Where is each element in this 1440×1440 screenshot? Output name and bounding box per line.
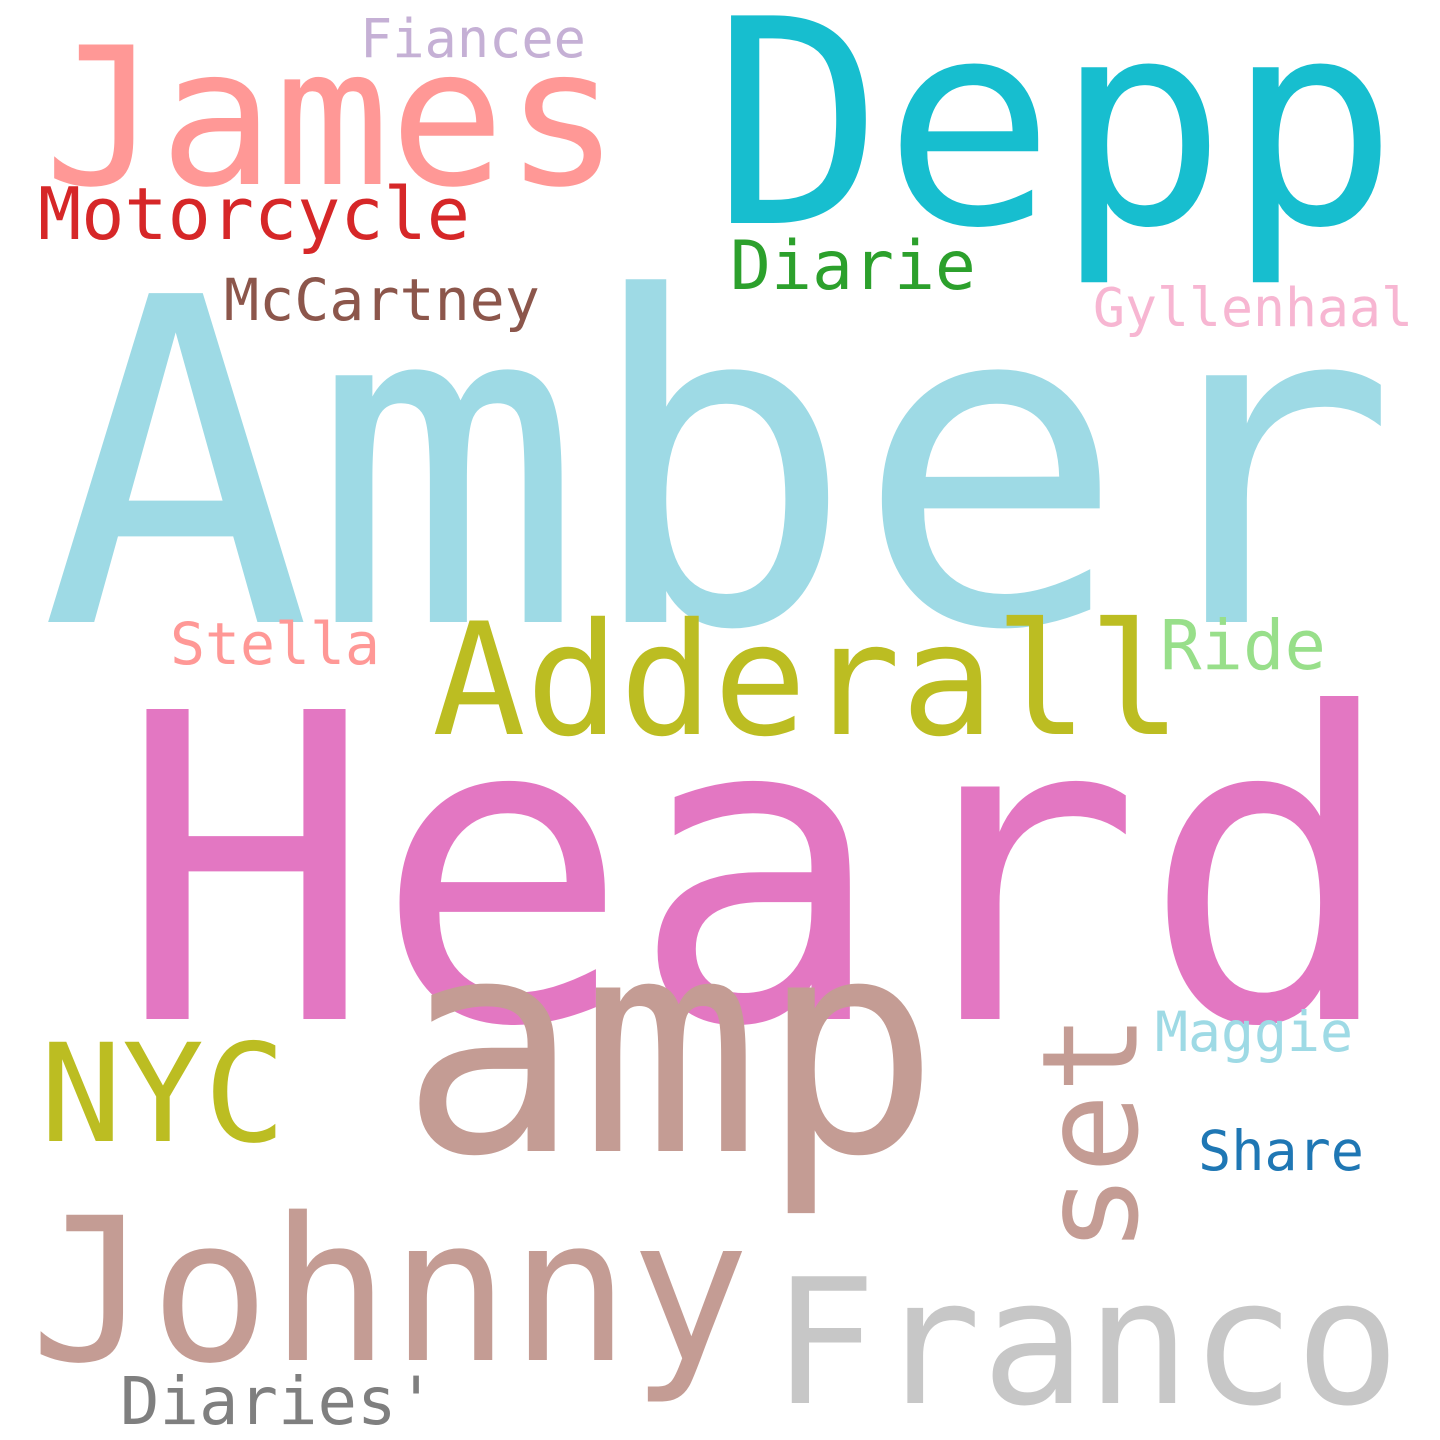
word-amber: Amber (40, 204, 1398, 730)
word-adderall: Adderall (432, 589, 1182, 772)
word-franco: Franco (772, 1241, 1400, 1440)
word-james: James (44, 6, 620, 230)
word-johnny: Johnny (30, 1175, 750, 1408)
word-nyc: NYC (40, 1016, 286, 1175)
word-diarie: Diarie (730, 226, 976, 306)
word-maggie: Maggie (1155, 1000, 1353, 1065)
word-share: Share (1198, 1119, 1364, 1184)
word-ride: Ride (1160, 605, 1326, 686)
word-fiancee: Fiancee (360, 7, 586, 71)
word-mccartney: McCartney (224, 266, 540, 335)
word-stella: Stella (170, 610, 380, 679)
word-motorcycle: Motorcycle (38, 171, 470, 256)
word-depp: Depp (712, 0, 1398, 292)
word-heard: Heard (118, 624, 1398, 1120)
word-set: set (1014, 1013, 1169, 1253)
word-gyllenhaal: Gyllenhaal (1093, 277, 1413, 340)
word-amp: amp (400, 872, 940, 1222)
word-diaries: Diaries' (120, 1363, 436, 1440)
